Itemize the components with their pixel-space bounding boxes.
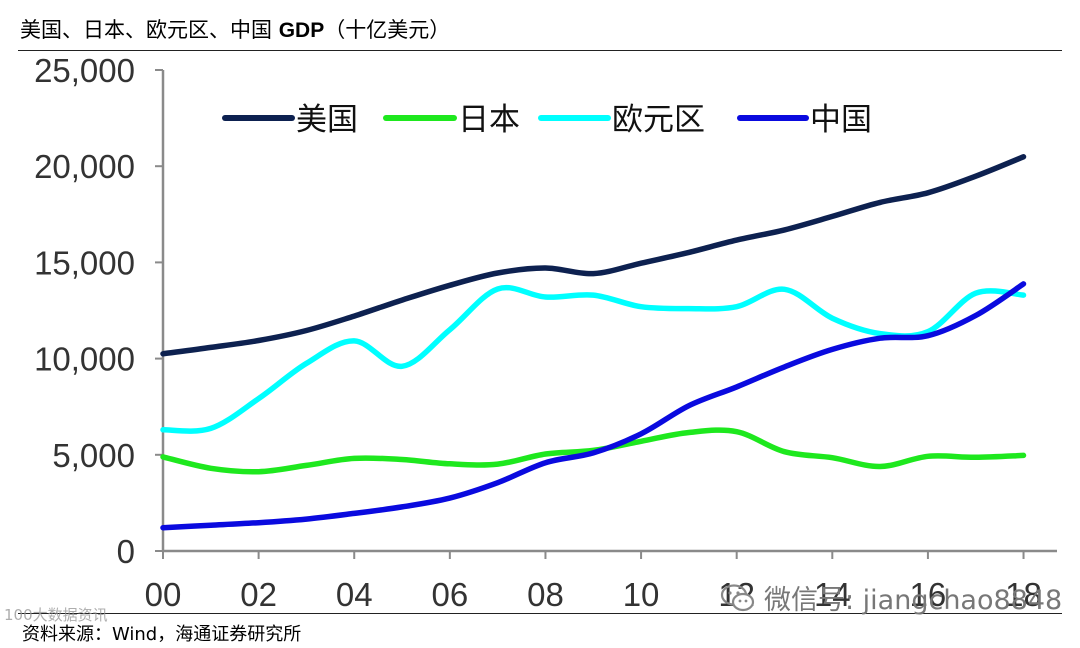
- bottom-rule: [18, 613, 1062, 614]
- legend-label-2: 日本: [458, 102, 520, 138]
- x-tick-label: 04: [336, 576, 373, 613]
- x-tick-label: 00: [145, 576, 182, 613]
- top-rule: [18, 50, 1062, 51]
- wechat-icon: [720, 583, 755, 611]
- y-tick-label: 10,000: [34, 341, 135, 378]
- series-line-3: [160, 284, 1027, 434]
- title-gdp: GDP: [278, 19, 325, 42]
- y-tick-label: 15,000: [34, 244, 135, 281]
- y-tick-label: 0: [117, 533, 135, 570]
- series-line-4: [160, 281, 1027, 531]
- y-tick-label: 25,000: [34, 52, 135, 89]
- corner-watermark: 100大数据资讯: [4, 606, 108, 624]
- x-tick-label: 02: [240, 576, 277, 613]
- x-tick-label: 10: [623, 576, 660, 613]
- legend-label-4: 中国: [810, 102, 872, 138]
- legend-label-3: 欧元区: [612, 102, 705, 138]
- y-tick-label: 20,000: [34, 148, 135, 185]
- legend-label-1: 美国: [296, 102, 358, 138]
- wechat-watermark: 微信号: jiangchao8848: [720, 578, 1062, 617]
- watermark-text: 微信号: jiangchao8848: [764, 585, 1063, 616]
- title-prefix: 美国、日本、欧元区、中国: [20, 18, 279, 42]
- chart-title: 美国、日本、欧元区、中国 GDP（十亿美元）: [20, 14, 450, 44]
- x-tick-label: 14: [814, 576, 851, 613]
- x-tick-label: 08: [527, 576, 564, 613]
- source-note: 资料来源：Wind，海通证券研究所: [22, 624, 302, 645]
- series-line-1: [160, 154, 1027, 357]
- title-suffix: （十亿美元）: [324, 18, 451, 42]
- y-tick-label: 5,000: [52, 437, 135, 474]
- x-tick-label: 18: [1005, 576, 1042, 613]
- x-tick-label: 16: [910, 576, 947, 613]
- x-tick-label: 06: [431, 576, 468, 613]
